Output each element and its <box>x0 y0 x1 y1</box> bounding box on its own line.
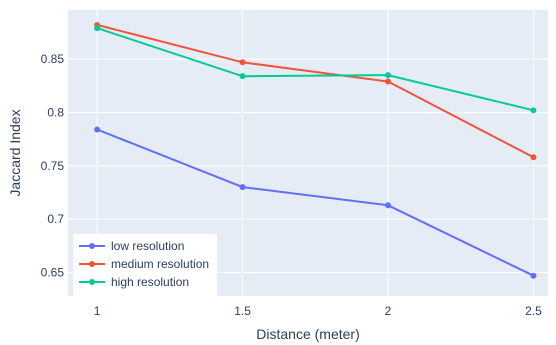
x-axis-title: Distance (meter) <box>256 326 359 342</box>
legend-item[interactable]: high resolution <box>79 275 189 289</box>
legend-marker <box>89 243 95 249</box>
data-point[interactable] <box>94 25 101 32</box>
data-point[interactable] <box>530 107 537 114</box>
data-point[interactable] <box>385 78 391 85</box>
y-tick-label: 0.75 <box>41 159 65 173</box>
data-point[interactable] <box>239 184 246 191</box>
y-axis-title: Jaccard Index <box>7 109 23 196</box>
legend-marker <box>89 261 95 267</box>
x-tick-label: 2 <box>385 304 392 318</box>
y-axis-ticks: 0.65 0.7 0.75 0.8 0.85 <box>41 52 65 279</box>
y-tick-label: 0.85 <box>41 52 65 66</box>
legend-label: low resolution <box>111 239 184 253</box>
series-line <box>96 23 534 159</box>
legend-item[interactable]: low resolution <box>79 239 184 253</box>
x-tick-label: 1.5 <box>234 304 251 318</box>
y-tick-label: 0.7 <box>47 212 64 226</box>
x-tick-label: 1 <box>94 304 101 318</box>
y-tick-label: 0.65 <box>41 266 65 280</box>
legend-label: medium resolution <box>111 257 209 271</box>
series-line <box>96 128 534 277</box>
series-line <box>96 27 534 112</box>
legend-label: high resolution <box>111 275 189 289</box>
data-point[interactable] <box>385 202 391 209</box>
legend[interactable]: low resolution medium resolution high reso… <box>73 234 217 296</box>
data-point[interactable] <box>530 154 537 161</box>
data-point[interactable] <box>239 73 246 80</box>
data-point[interactable] <box>94 126 101 133</box>
data-point[interactable] <box>530 272 537 279</box>
x-axis-ticks: 1 1.5 2 2.5 <box>94 304 542 318</box>
series-group <box>94 21 537 279</box>
data-point[interactable] <box>239 59 246 66</box>
grid-lines <box>68 10 548 296</box>
y-tick-label: 0.8 <box>47 105 64 119</box>
data-point[interactable] <box>385 72 391 79</box>
legend-item[interactable]: medium resolution <box>79 257 209 271</box>
x-tick-label: 2.5 <box>525 304 542 318</box>
legend-marker <box>89 279 95 285</box>
